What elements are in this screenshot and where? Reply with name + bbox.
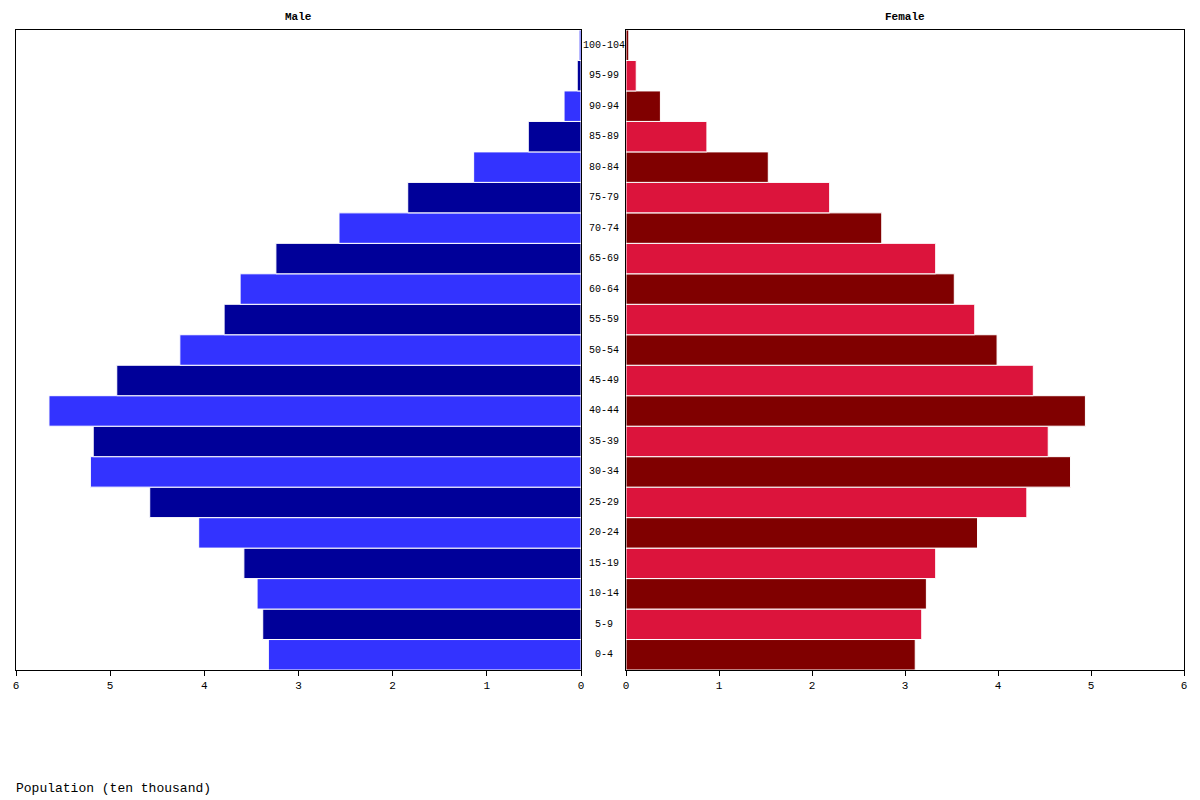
svg-text:30-34: 30-34 <box>589 466 619 477</box>
svg-text:1: 1 <box>484 680 491 692</box>
svg-text:2: 2 <box>389 680 396 692</box>
svg-text:10-14: 10-14 <box>589 588 619 599</box>
svg-text:80-84: 80-84 <box>589 162 619 173</box>
svg-text:70-74: 70-74 <box>589 223 619 234</box>
svg-text:0-4: 0-4 <box>595 649 613 660</box>
svg-text:60-64: 60-64 <box>589 284 619 295</box>
svg-text:3: 3 <box>295 680 302 692</box>
svg-text:20-24: 20-24 <box>589 527 619 538</box>
svg-text:45-49: 45-49 <box>589 375 619 386</box>
svg-text:100-104: 100-104 <box>583 40 625 51</box>
svg-text:Population (ten thousand): Population (ten thousand) <box>16 781 211 796</box>
svg-text:5-9: 5-9 <box>595 619 613 630</box>
svg-text:50-54: 50-54 <box>589 345 619 356</box>
svg-text:1: 1 <box>716 680 723 692</box>
svg-text:4: 4 <box>201 680 208 692</box>
svg-text:85-89: 85-89 <box>589 131 619 142</box>
svg-text:3: 3 <box>902 680 909 692</box>
svg-text:40-44: 40-44 <box>589 405 619 416</box>
svg-text:15-19: 15-19 <box>589 558 619 569</box>
svg-text:2: 2 <box>809 680 816 692</box>
svg-text:6: 6 <box>13 680 20 692</box>
svg-text:65-69: 65-69 <box>589 253 619 264</box>
svg-text:90-94: 90-94 <box>589 101 619 112</box>
svg-text:6: 6 <box>1181 680 1188 692</box>
svg-text:Female: Female <box>885 11 925 23</box>
svg-text:95-99: 95-99 <box>589 70 619 81</box>
svg-text:75-79: 75-79 <box>589 192 619 203</box>
svg-text:5: 5 <box>1088 680 1095 692</box>
svg-text:5: 5 <box>107 680 114 692</box>
svg-text:0: 0 <box>578 680 585 692</box>
svg-text:55-59: 55-59 <box>589 314 619 325</box>
svg-text:0: 0 <box>623 680 630 692</box>
svg-text:25-29: 25-29 <box>589 497 619 508</box>
svg-text:4: 4 <box>995 680 1002 692</box>
svg-text:Male: Male <box>285 11 312 23</box>
svg-text:35-39: 35-39 <box>589 436 619 447</box>
